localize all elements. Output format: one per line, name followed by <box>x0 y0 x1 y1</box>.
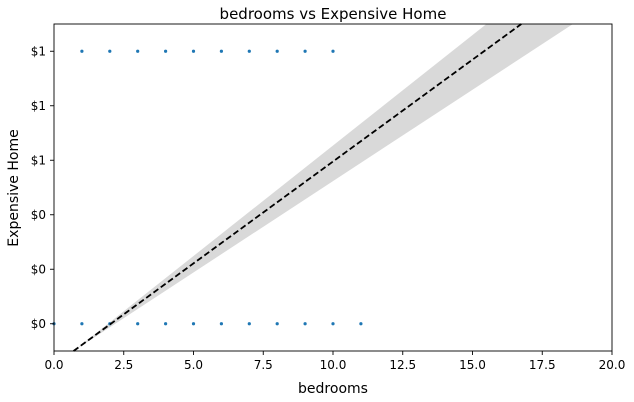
scatter-point <box>331 322 335 326</box>
scatter-point <box>275 49 279 53</box>
x-axis-label: bedrooms <box>298 381 368 397</box>
x-axis-ticks: 0.0 2.5 5.0 7.5 10.0 12.5 15.0 17.5 20.0 <box>44 351 625 372</box>
scatter-point <box>136 322 140 326</box>
scatter-point <box>191 49 196 53</box>
x-tick-label: 15.0 <box>459 358 486 372</box>
scatter-point <box>247 322 251 326</box>
confidence-band-layer <box>73 24 573 351</box>
scatter-point <box>80 322 84 326</box>
scatter-point <box>247 49 251 53</box>
y-axis-label: Expensive Home <box>6 129 22 246</box>
y-tick-label: $1 <box>31 153 46 167</box>
chart-title: bedrooms vs Expensive Home <box>220 5 447 23</box>
y-axis-ticks: $0 $0 $0 $1 $1 $1 <box>31 44 54 331</box>
y-tick-label: $1 <box>31 99 46 113</box>
x-tick-label: 7.5 <box>254 358 273 372</box>
regression-line <box>72 23 522 352</box>
scatter-point <box>331 49 335 53</box>
x-tick-label: 5.0 <box>184 358 203 372</box>
y-tick-label: $0 <box>31 317 46 331</box>
scatter-point <box>136 49 140 53</box>
x-tick-label: 20.0 <box>599 358 626 372</box>
x-tick-label: 12.5 <box>389 358 416 372</box>
scatter-point <box>80 49 84 53</box>
scatter-point <box>191 322 196 326</box>
scatter-point <box>219 49 223 53</box>
y-tick-label: $0 <box>31 208 46 222</box>
confidence-band <box>73 24 573 351</box>
scatter-point <box>164 49 168 53</box>
x-tick-label: 2.5 <box>114 358 133 372</box>
scatter-point <box>303 322 307 326</box>
scatter-point <box>219 322 223 326</box>
scatter-point <box>164 322 168 326</box>
y-tick-label: $1 <box>31 44 46 58</box>
y-tick-label: $0 <box>31 262 46 276</box>
scatter-point <box>275 322 279 326</box>
scatter-point <box>359 322 363 326</box>
regression-line-layer <box>72 23 522 352</box>
scatter-point <box>303 49 307 53</box>
x-tick-label: 10.0 <box>320 358 347 372</box>
x-tick-label: 17.5 <box>529 358 556 372</box>
x-tick-label: 0.0 <box>44 358 63 372</box>
scatter-point <box>108 49 112 53</box>
